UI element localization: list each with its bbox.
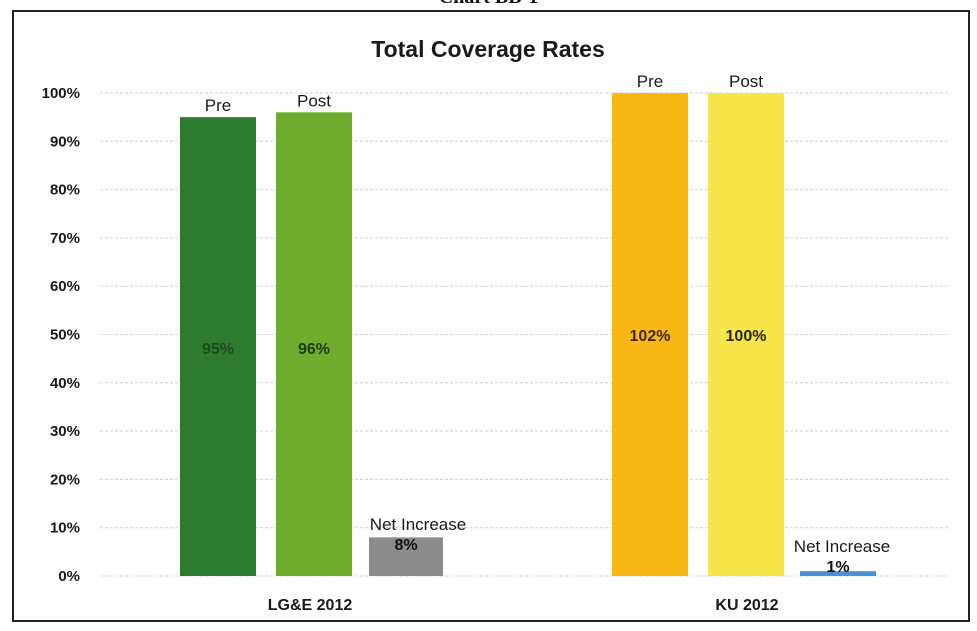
bar-value-label: 96%: [298, 341, 330, 358]
bar-series-label: Net Increase: [370, 515, 466, 534]
y-tick-label: 0%: [58, 568, 80, 585]
bar-ku-2012-net-increase: [800, 571, 876, 576]
category-label: LG&E 2012: [268, 597, 353, 614]
bar-lg-e-2012-net-increase: [369, 537, 443, 576]
y-tick-label: 80%: [50, 182, 80, 199]
category-label: KU 2012: [715, 597, 778, 614]
y-tick-label: 30%: [50, 423, 80, 440]
bars: [180, 93, 876, 577]
bar-series-label: Pre: [637, 72, 663, 91]
bar-value-label: 100%: [726, 328, 767, 345]
bar-ku-2012-pre: [612, 93, 688, 576]
page-header-text: Chart BB-1: [0, 0, 977, 8]
y-tick-label: 10%: [50, 520, 80, 537]
bar-series-label: Post: [297, 91, 331, 110]
bar-value-label: 8%: [394, 537, 417, 554]
y-tick-label: 100%: [42, 85, 80, 102]
bar-series-label: Post: [729, 72, 763, 91]
y-tick-label: 70%: [50, 230, 80, 247]
bar-lg-e-2012-post: [276, 112, 352, 576]
chart-title: Total Coverage Rates: [371, 36, 604, 62]
bar-labels: Pre 95% Post 96% Net Increase 8% Pre 102% Post 10…: [202, 72, 890, 576]
bar-value-label: 102%: [630, 328, 671, 345]
y-tick-label: 90%: [50, 133, 80, 150]
bar-series-label: Pre: [205, 96, 231, 115]
y-axis-ticks: 0% 10% 20% 30% 40% 50% 60% 70% 80% 90% 100%: [42, 85, 80, 585]
category-labels: LG&E 2012 KU 2012: [268, 597, 779, 614]
bar-ku-2012-post: [708, 93, 784, 576]
bar-value-label: 1%: [826, 559, 849, 576]
bar-series-label: Net Increase: [794, 537, 890, 556]
chart-frame: [12, 10, 970, 622]
bar-lg-e-2012-pre: [180, 117, 256, 577]
bar-value-label: 95%: [202, 341, 234, 358]
y-tick-label: 20%: [50, 471, 80, 488]
y-tick-label: 40%: [50, 375, 80, 392]
y-tick-label: 60%: [50, 278, 80, 295]
y-tick-label: 50%: [50, 327, 80, 344]
